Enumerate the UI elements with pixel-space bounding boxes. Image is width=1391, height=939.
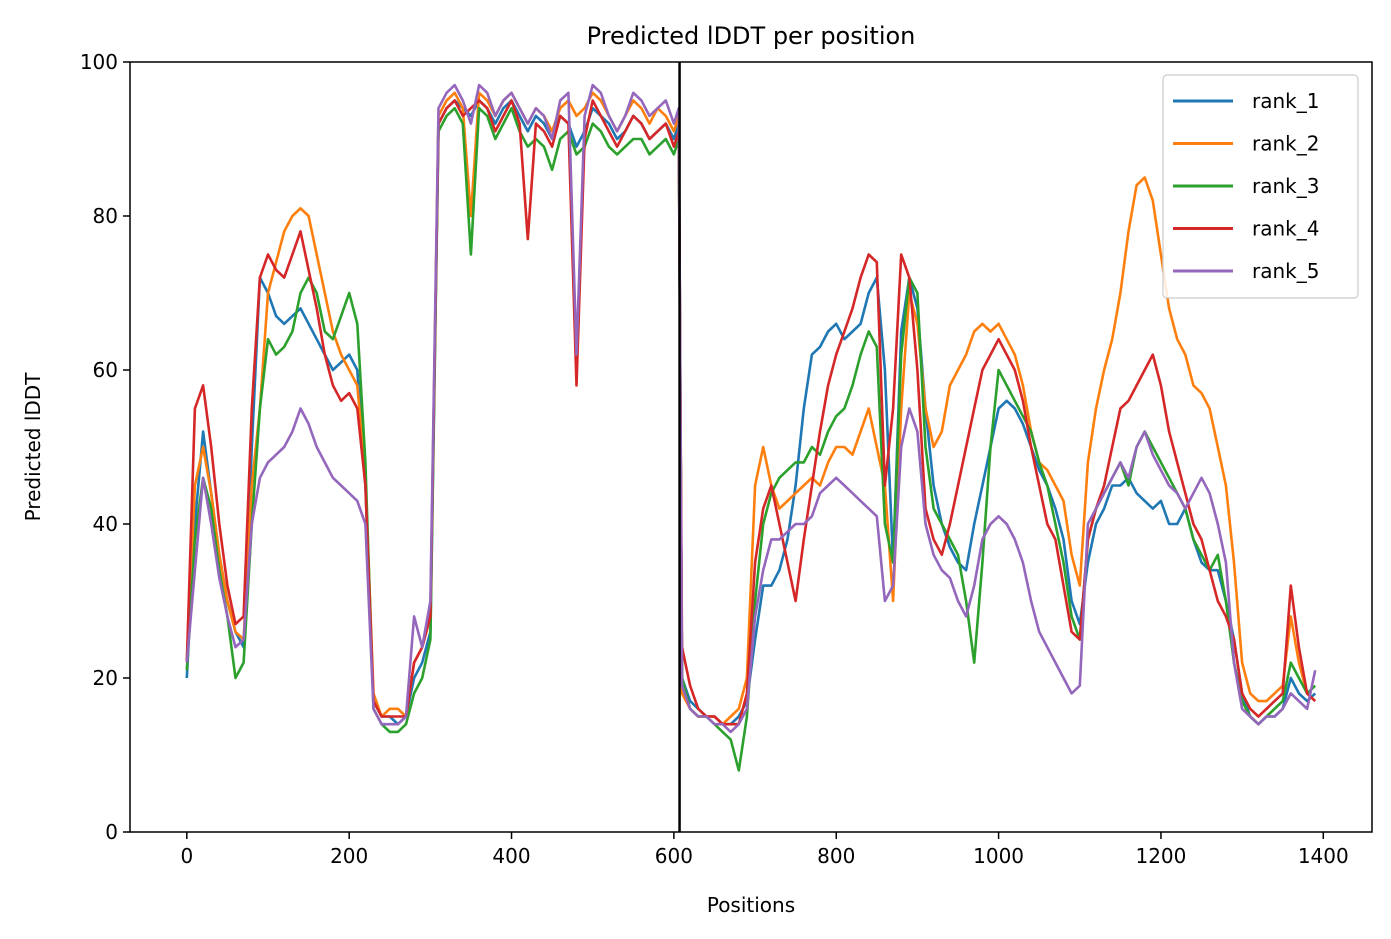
legend-label-rank_3: rank_3	[1252, 174, 1319, 198]
y-axis-ticks: 0 20 40 60 80 100	[80, 50, 130, 844]
y-tick-label: 100	[80, 50, 118, 74]
legend-label-rank_5: rank_5	[1252, 259, 1319, 283]
legend-frame	[1162, 74, 1359, 299]
chart-title: Predicted lDDT per position	[587, 22, 916, 50]
series-line-rank_5	[185, 83, 1317, 734]
y-tick-label: 80	[93, 204, 118, 228]
legend-label-rank_4: rank_4	[1252, 217, 1319, 241]
plot-area	[185, 62, 1317, 832]
y-tick-label: 20	[93, 666, 118, 690]
series-lines	[185, 83, 1317, 772]
legend-items: rank_1 rank_2 rank_3 rank_4 rank_5	[1173, 89, 1319, 283]
y-axis-title: Predicted lDDT	[21, 372, 45, 522]
x-tick-label: 200	[330, 844, 368, 868]
legend-label-rank_1: rank_1	[1252, 89, 1319, 113]
axes-frame	[129, 61, 1373, 833]
series-line-rank_4	[185, 99, 1317, 726]
x-tick-label: 1000	[973, 844, 1024, 868]
y-tick-label: 40	[93, 512, 118, 536]
x-tick-label: 400	[492, 844, 530, 868]
legend-label-rank_2: rank_2	[1252, 132, 1319, 156]
x-tick-label: 1400	[1298, 844, 1349, 868]
x-tick-label: 600	[655, 844, 693, 868]
legend: rank_1 rank_2 rank_3 rank_4 rank_5	[1162, 74, 1359, 299]
y-tick-label: 60	[93, 358, 118, 382]
x-tick-label: 800	[817, 844, 855, 868]
x-tick-label: 0	[180, 844, 193, 868]
x-axis-title: Positions	[707, 893, 795, 917]
x-tick-label: 1200	[1135, 844, 1186, 868]
x-axis-ticks: 0 200 400 600 800 1000 1200 1400	[180, 832, 1349, 868]
y-tick-label: 0	[105, 820, 118, 844]
